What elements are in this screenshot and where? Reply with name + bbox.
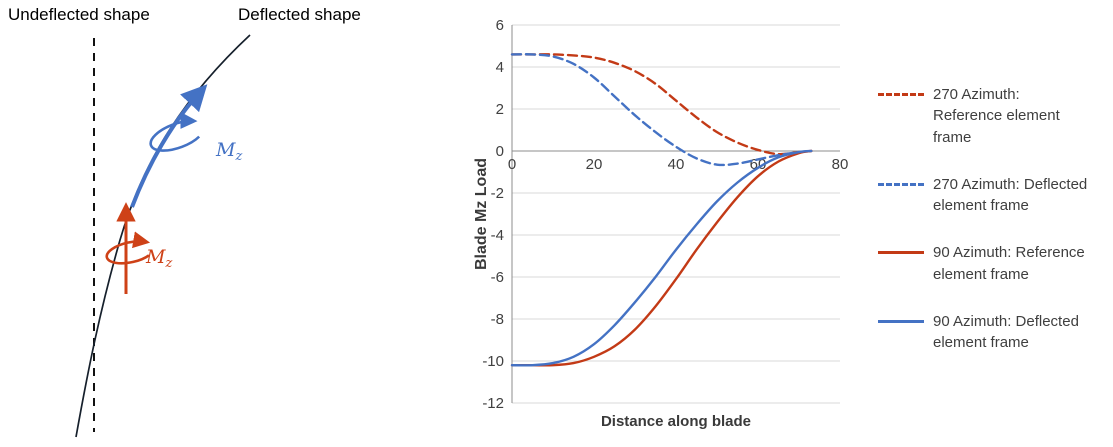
series-line bbox=[510, 149, 813, 367]
legend-item: 90 Azimuth: Reference element frame bbox=[878, 242, 1106, 285]
blade-segment-arrow bbox=[130, 84, 208, 208]
y-tick-label: 6 bbox=[496, 17, 504, 34]
deflected-shape-label: Deflected shape bbox=[238, 5, 361, 24]
x-tick-label: 60 bbox=[750, 156, 767, 173]
legend-item: 270 Azimuth: Deflected element frame bbox=[878, 174, 1106, 217]
legend-swatch bbox=[878, 182, 924, 186]
x-tick-label: 0 bbox=[508, 156, 516, 173]
y-axis-label: Blade Mz Load bbox=[473, 158, 490, 271]
legend-label: 270 Azimuth: Deflected element frame bbox=[933, 175, 1088, 215]
mz-label-red: Mz bbox=[145, 246, 172, 271]
undeflected-shape-label: Undeflected shape bbox=[8, 5, 150, 24]
mz-label-blue: Mz bbox=[215, 139, 242, 164]
y-tick-label: -10 bbox=[482, 353, 504, 370]
y-tick-label: 4 bbox=[496, 59, 504, 76]
x-axis-label: Distance along blade bbox=[600, 413, 752, 430]
y-tick-label: -8 bbox=[491, 311, 504, 328]
x-tick-label: 40 bbox=[668, 156, 685, 173]
y-tick-label: 2 bbox=[496, 101, 504, 118]
rotation-arrow-red bbox=[105, 231, 151, 265]
series-line bbox=[510, 53, 813, 167]
legend-swatch bbox=[878, 251, 924, 255]
series-line bbox=[510, 149, 813, 367]
y-tick-label: -12 bbox=[482, 395, 504, 412]
y-tick-label: -4 bbox=[491, 227, 504, 244]
legend-swatch bbox=[878, 320, 924, 324]
y-tick-label: 0 bbox=[496, 143, 504, 160]
legend-swatch bbox=[878, 93, 924, 96]
x-tick-label: 80 bbox=[832, 156, 849, 173]
rotation-arrow-blue bbox=[149, 112, 201, 152]
mz-load-chart: 6 4 2 0 -2 -4 -6 -8 -10 -12 0 20 40 60 80 bbox=[455, 0, 885, 447]
legend-label: 270 Azimuth: Reference element frame bbox=[933, 86, 1060, 146]
y-tick-label: -2 bbox=[491, 185, 504, 202]
deflected-blade-curve bbox=[75, 34, 251, 438]
y-tick-label: -6 bbox=[491, 269, 504, 286]
series-line bbox=[510, 53, 813, 156]
legend-label: 90 Azimuth: Reference element frame bbox=[933, 244, 1085, 283]
x-tick-label: 20 bbox=[586, 156, 603, 173]
legend-item: 270 Azimuth: Reference element frame bbox=[878, 84, 1106, 148]
legend-item: 90 Azimuth: Deflected element frame bbox=[878, 311, 1106, 354]
blade-diagram: Mz Mz bbox=[75, 34, 251, 438]
legend: 270 Azimuth: Reference element frame 270 … bbox=[878, 84, 1106, 354]
legend-label: 90 Azimuth: Deflected element frame bbox=[933, 313, 1079, 352]
